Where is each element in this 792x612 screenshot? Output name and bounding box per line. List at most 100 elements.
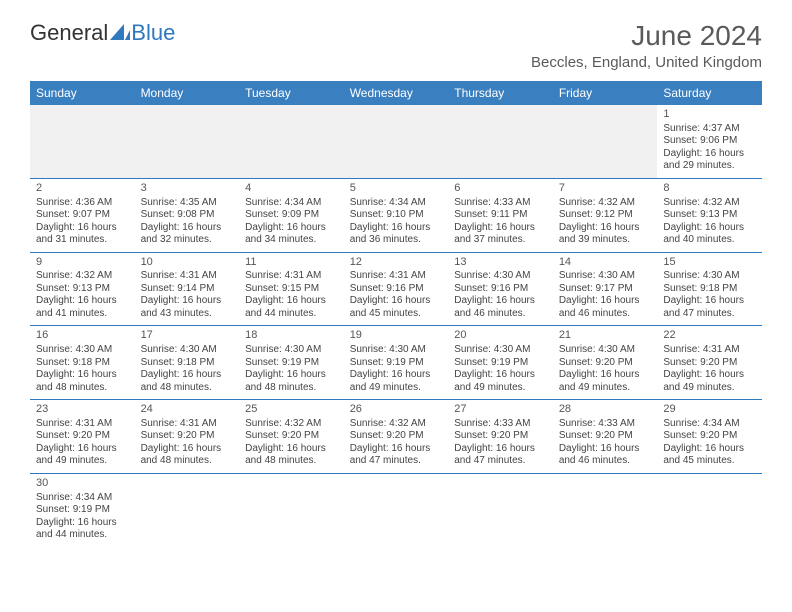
day-cell <box>135 473 240 546</box>
sunrise-text: Sunrise: 4:32 AM <box>36 270 129 283</box>
daylight-text: Daylight: 16 hours <box>454 443 547 456</box>
logo: General Blue <box>30 20 175 46</box>
day-cell: 10Sunrise: 4:31 AMSunset: 9:14 PMDayligh… <box>135 252 240 326</box>
daylight-text: and 48 minutes. <box>245 455 338 468</box>
sunrise-text: Sunrise: 4:30 AM <box>663 270 756 283</box>
daylight-text: and 45 minutes. <box>663 455 756 468</box>
day-cell: 2Sunrise: 4:36 AMSunset: 9:07 PMDaylight… <box>30 178 135 252</box>
sunrise-text: Sunrise: 4:31 AM <box>36 418 129 431</box>
daylight-text: and 32 minutes. <box>141 234 234 247</box>
sunset-text: Sunset: 9:20 PM <box>454 430 547 443</box>
weekday-header-row: Sunday Monday Tuesday Wednesday Thursday… <box>30 81 762 105</box>
daylight-text: and 37 minutes. <box>454 234 547 247</box>
daylight-text: and 29 minutes. <box>663 160 756 173</box>
daylight-text: and 47 minutes. <box>350 455 443 468</box>
day-cell: 16Sunrise: 4:30 AMSunset: 9:18 PMDayligh… <box>30 326 135 400</box>
day-cell: 11Sunrise: 4:31 AMSunset: 9:15 PMDayligh… <box>239 252 344 326</box>
daylight-text: and 48 minutes. <box>245 382 338 395</box>
daylight-text: Daylight: 16 hours <box>36 222 129 235</box>
day-cell: 12Sunrise: 4:31 AMSunset: 9:16 PMDayligh… <box>344 252 449 326</box>
day-number: 8 <box>663 182 756 196</box>
sunset-text: Sunset: 9:18 PM <box>141 357 234 370</box>
day-number: 11 <box>245 256 338 270</box>
sunset-text: Sunset: 9:12 PM <box>559 209 652 222</box>
weekday-header: Tuesday <box>239 81 344 105</box>
day-cell: 21Sunrise: 4:30 AMSunset: 9:20 PMDayligh… <box>553 326 658 400</box>
daylight-text: Daylight: 16 hours <box>141 369 234 382</box>
day-cell <box>344 473 449 546</box>
week-row: 30Sunrise: 4:34 AMSunset: 9:19 PMDayligh… <box>30 473 762 546</box>
day-cell: 19Sunrise: 4:30 AMSunset: 9:19 PMDayligh… <box>344 326 449 400</box>
day-cell <box>135 105 240 178</box>
daylight-text: and 49 minutes. <box>559 382 652 395</box>
day-number: 17 <box>141 329 234 343</box>
day-number: 25 <box>245 403 338 417</box>
sunset-text: Sunset: 9:20 PM <box>663 357 756 370</box>
day-number: 4 <box>245 182 338 196</box>
daylight-text: Daylight: 16 hours <box>245 443 338 456</box>
daylight-text: Daylight: 16 hours <box>559 369 652 382</box>
sunset-text: Sunset: 9:18 PM <box>663 283 756 296</box>
day-cell <box>448 105 553 178</box>
sunset-text: Sunset: 9:20 PM <box>141 430 234 443</box>
sunset-text: Sunset: 9:09 PM <box>245 209 338 222</box>
sunrise-text: Sunrise: 4:33 AM <box>454 418 547 431</box>
day-cell <box>239 473 344 546</box>
day-cell: 23Sunrise: 4:31 AMSunset: 9:20 PMDayligh… <box>30 400 135 474</box>
sunset-text: Sunset: 9:13 PM <box>663 209 756 222</box>
day-number: 15 <box>663 256 756 270</box>
calendar-body: 1Sunrise: 4:37 AMSunset: 9:06 PMDaylight… <box>30 105 762 547</box>
day-cell: 25Sunrise: 4:32 AMSunset: 9:20 PMDayligh… <box>239 400 344 474</box>
day-cell: 30Sunrise: 4:34 AMSunset: 9:19 PMDayligh… <box>30 473 135 546</box>
sunset-text: Sunset: 9:16 PM <box>350 283 443 296</box>
sunrise-text: Sunrise: 4:32 AM <box>559 197 652 210</box>
daylight-text: and 46 minutes. <box>559 308 652 321</box>
logo-sail-icon <box>110 20 130 46</box>
daylight-text: Daylight: 16 hours <box>245 222 338 235</box>
day-number: 23 <box>36 403 129 417</box>
sunset-text: Sunset: 9:20 PM <box>559 430 652 443</box>
day-number: 13 <box>454 256 547 270</box>
daylight-text: and 40 minutes. <box>663 234 756 247</box>
day-number: 3 <box>141 182 234 196</box>
daylight-text: and 44 minutes. <box>245 308 338 321</box>
sunrise-text: Sunrise: 4:37 AM <box>663 123 756 136</box>
day-cell: 14Sunrise: 4:30 AMSunset: 9:17 PMDayligh… <box>553 252 658 326</box>
sunrise-text: Sunrise: 4:30 AM <box>559 344 652 357</box>
day-cell: 7Sunrise: 4:32 AMSunset: 9:12 PMDaylight… <box>553 178 658 252</box>
daylight-text: and 46 minutes. <box>559 455 652 468</box>
day-number: 27 <box>454 403 547 417</box>
month-title: June 2024 <box>531 20 762 52</box>
sunrise-text: Sunrise: 4:34 AM <box>350 197 443 210</box>
day-cell: 3Sunrise: 4:35 AMSunset: 9:08 PMDaylight… <box>135 178 240 252</box>
week-row: 2Sunrise: 4:36 AMSunset: 9:07 PMDaylight… <box>30 178 762 252</box>
day-number: 5 <box>350 182 443 196</box>
day-number: 1 <box>663 108 756 122</box>
sunrise-text: Sunrise: 4:30 AM <box>141 344 234 357</box>
sunrise-text: Sunrise: 4:34 AM <box>245 197 338 210</box>
day-number: 29 <box>663 403 756 417</box>
daylight-text: and 47 minutes. <box>454 455 547 468</box>
day-cell: 15Sunrise: 4:30 AMSunset: 9:18 PMDayligh… <box>657 252 762 326</box>
weekday-header: Saturday <box>657 81 762 105</box>
sunset-text: Sunset: 9:20 PM <box>350 430 443 443</box>
sunrise-text: Sunrise: 4:35 AM <box>141 197 234 210</box>
day-cell: 18Sunrise: 4:30 AMSunset: 9:19 PMDayligh… <box>239 326 344 400</box>
sunrise-text: Sunrise: 4:31 AM <box>350 270 443 283</box>
weekday-header: Monday <box>135 81 240 105</box>
sunrise-text: Sunrise: 4:34 AM <box>663 418 756 431</box>
sunset-text: Sunset: 9:13 PM <box>36 283 129 296</box>
day-cell: 4Sunrise: 4:34 AMSunset: 9:09 PMDaylight… <box>239 178 344 252</box>
page-header: General Blue June 2024 Beccles, England,… <box>30 20 762 71</box>
sunset-text: Sunset: 9:20 PM <box>663 430 756 443</box>
day-number: 6 <box>454 182 547 196</box>
day-number: 7 <box>559 182 652 196</box>
daylight-text: Daylight: 16 hours <box>350 222 443 235</box>
daylight-text: and 49 minutes. <box>663 382 756 395</box>
daylight-text: Daylight: 16 hours <box>454 295 547 308</box>
daylight-text: Daylight: 16 hours <box>454 222 547 235</box>
day-cell: 28Sunrise: 4:33 AMSunset: 9:20 PMDayligh… <box>553 400 658 474</box>
sunset-text: Sunset: 9:19 PM <box>454 357 547 370</box>
day-cell: 17Sunrise: 4:30 AMSunset: 9:18 PMDayligh… <box>135 326 240 400</box>
daylight-text: Daylight: 16 hours <box>350 295 443 308</box>
